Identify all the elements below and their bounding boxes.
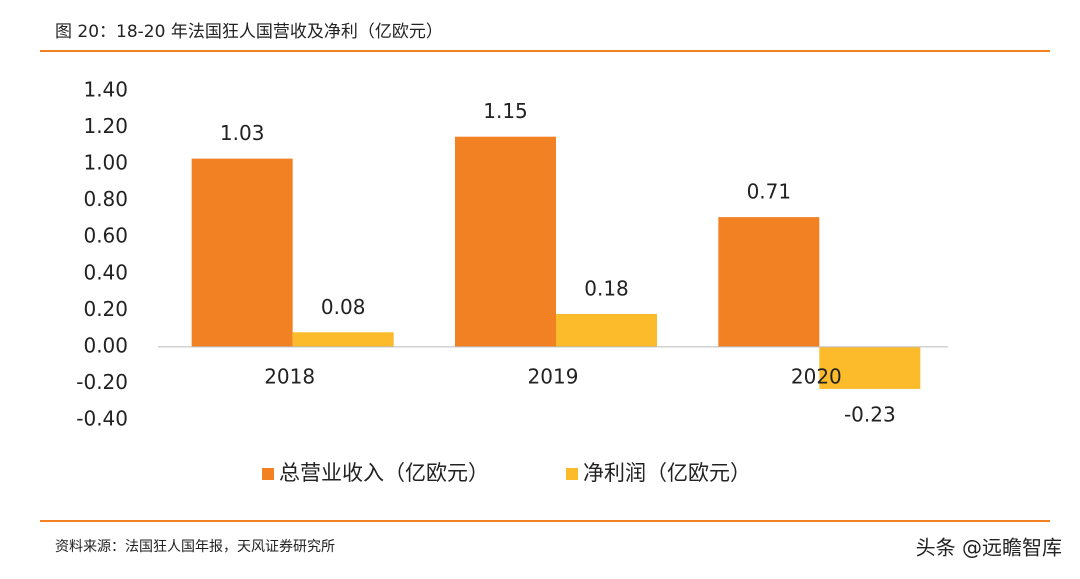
legend-swatch [566, 468, 578, 480]
y-tick-label: 0.40 [83, 260, 128, 284]
value-label: 0.08 [321, 295, 366, 319]
bar [455, 136, 556, 347]
y-tick-label: 1.00 [83, 151, 128, 175]
bar [556, 313, 657, 347]
value-label: 0.71 [747, 180, 792, 204]
y-tick-label: 0.80 [83, 187, 128, 211]
y-tick-label: 1.20 [83, 114, 128, 138]
y-tick-label: 0.20 [83, 297, 128, 321]
y-tick-label: 1.40 [83, 78, 128, 102]
y-tick-label: -0.20 [76, 370, 128, 394]
y-tick-label: 0.00 [83, 333, 128, 357]
legend-label: 总营业收入（亿欧元） [279, 461, 489, 485]
bar [718, 217, 820, 347]
source-note: 资料来源：法国狂人国年报，天风证券研究所 [55, 539, 335, 555]
y-tick-label: -0.40 [76, 407, 128, 431]
bar [292, 332, 394, 347]
legend-label: 净利润（亿欧元） [583, 461, 751, 485]
value-label: 1.15 [483, 99, 528, 123]
watermark: 头条 @远瞻智库 [916, 536, 1062, 560]
value-label: 1.03 [220, 121, 265, 145]
chart-title: 图 20：18-20 年法国狂人国营收及净利（亿欧元） [55, 22, 443, 42]
x-tick-label: 2018 [264, 365, 315, 389]
x-tick-label: 2019 [528, 365, 579, 389]
value-label: 0.18 [584, 276, 629, 300]
value-label: -0.23 [844, 402, 896, 426]
bar [819, 346, 921, 389]
bar [191, 158, 293, 347]
y-tick-label: 0.60 [83, 224, 128, 248]
x-tick-label: 2020 [791, 365, 842, 389]
legend-swatch [262, 468, 274, 480]
